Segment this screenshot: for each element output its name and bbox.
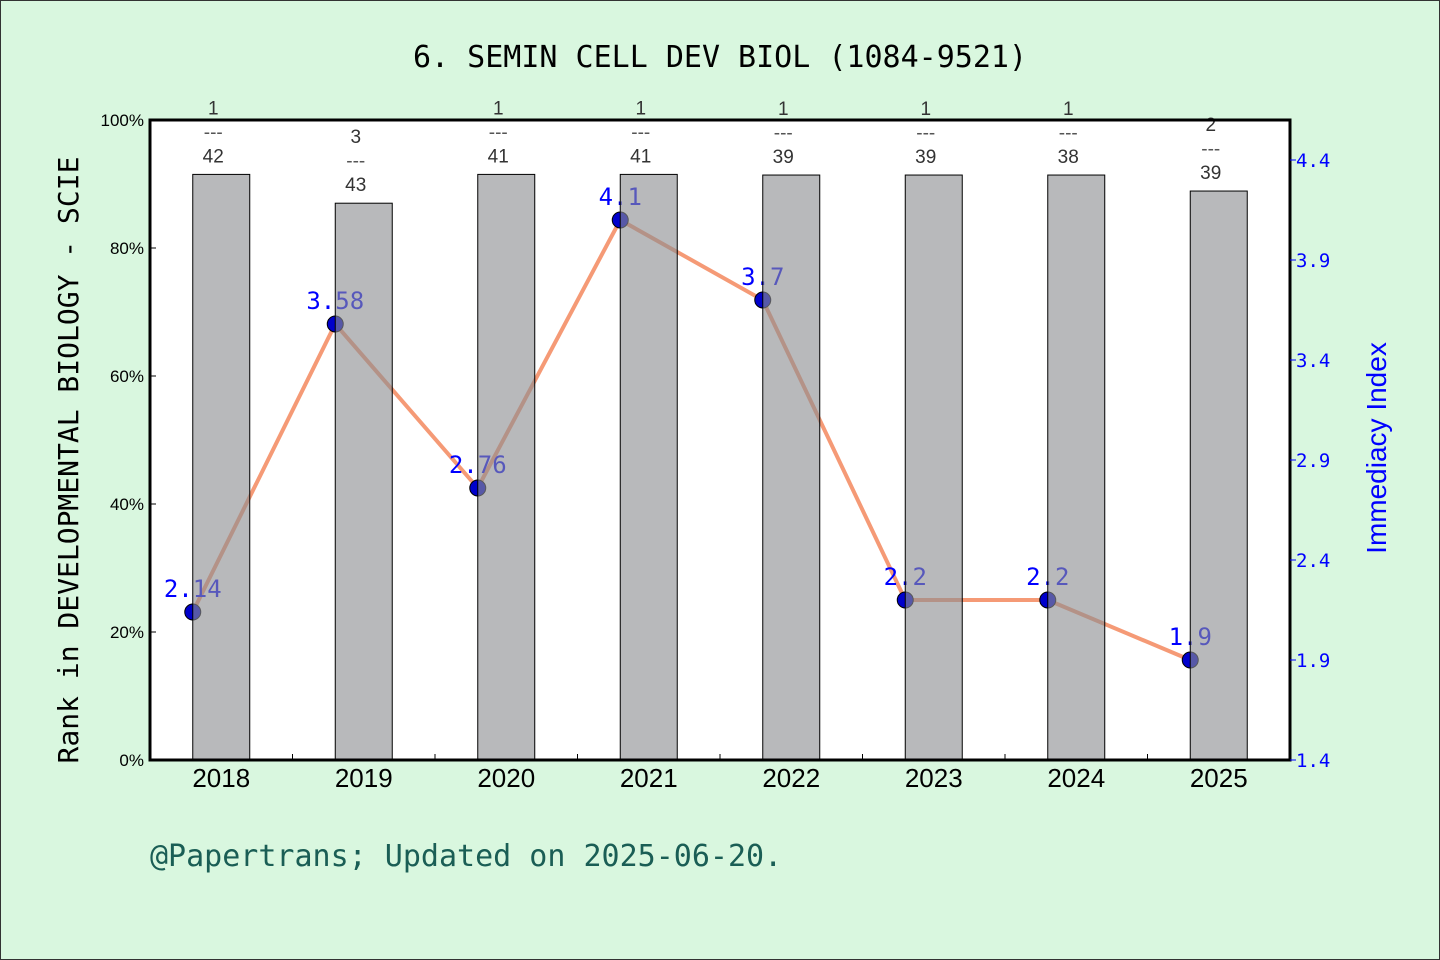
chart-title: 6. SEMIN CELL DEV BIOL (1084-9521) bbox=[413, 40, 1027, 75]
rank-separator: --- bbox=[346, 151, 365, 172]
y-right-tick-label: 1.4 bbox=[1296, 750, 1330, 772]
rank-separator: --- bbox=[631, 122, 650, 143]
x-tick-label: 2021 bbox=[620, 763, 678, 793]
plot-area bbox=[150, 120, 1290, 760]
x-tick-label: 2020 bbox=[477, 763, 535, 793]
x-tick-label: 2023 bbox=[905, 763, 963, 793]
rank-label: 1 bbox=[778, 99, 789, 120]
footer-credit: @Papertrans; Updated on 2025-06-20. bbox=[150, 839, 782, 874]
rank-separator: --- bbox=[1201, 139, 1220, 160]
y-left-tick-label: 20% bbox=[110, 623, 144, 642]
y-left-tick-label: 40% bbox=[110, 495, 144, 514]
rank-bar bbox=[192, 173, 251, 761]
rank-label: 3 bbox=[350, 127, 361, 148]
rank-label: 1 bbox=[635, 98, 646, 119]
rank-separator: --- bbox=[489, 122, 508, 143]
rank-separator: --- bbox=[774, 123, 793, 144]
y-left-tick-label: 0% bbox=[119, 751, 144, 770]
rank-bar bbox=[477, 173, 536, 761]
rank-separator: --- bbox=[204, 122, 223, 143]
y-right-tick-label: 1.9 bbox=[1296, 650, 1330, 672]
rank-separator: --- bbox=[916, 123, 935, 144]
total-label: 42 bbox=[203, 146, 224, 167]
total-label: 38 bbox=[1058, 147, 1079, 168]
y-left-tick-label: 100% bbox=[101, 111, 144, 130]
rank-label: 2 bbox=[1205, 115, 1216, 136]
x-tick-label: 2019 bbox=[335, 763, 393, 793]
y-right-tick-label: 3.9 bbox=[1296, 250, 1330, 272]
rank-separator: --- bbox=[1059, 123, 1078, 144]
total-label: 41 bbox=[630, 146, 651, 167]
total-label: 39 bbox=[915, 147, 936, 168]
y-right-tick-label: 2.9 bbox=[1296, 450, 1330, 472]
rank-bar bbox=[904, 174, 963, 761]
rank-bar bbox=[619, 173, 678, 761]
rank-bar bbox=[334, 202, 393, 761]
x-tick-label: 2024 bbox=[1047, 763, 1105, 793]
y-left-tick-label: 60% bbox=[110, 367, 144, 386]
y-axis-left-label: Rank in DEVELOPMENTAL BIOLOGY - SCIE bbox=[52, 157, 85, 764]
y-axis-right-label: Immediacy Index bbox=[1361, 342, 1392, 554]
rank-bar bbox=[762, 174, 821, 761]
rank-label: 1 bbox=[920, 99, 931, 120]
x-tick-label: 2022 bbox=[762, 763, 820, 793]
rank-bar bbox=[1189, 190, 1248, 761]
x-tick-label: 2018 bbox=[192, 763, 250, 793]
y-right-tick-label: 3.4 bbox=[1296, 350, 1330, 372]
y-left-tick-label: 80% bbox=[110, 239, 144, 258]
rank-label: 1 bbox=[493, 98, 504, 119]
y-right-tick-label: 4.4 bbox=[1296, 150, 1330, 172]
x-tick-label: 2025 bbox=[1190, 763, 1248, 793]
rank-label: 1 bbox=[208, 98, 219, 119]
rank-label: 1 bbox=[1063, 99, 1074, 120]
y-right-tick-label: 2.4 bbox=[1296, 550, 1330, 572]
total-label: 39 bbox=[1200, 163, 1221, 184]
rank-bar bbox=[1047, 174, 1106, 761]
total-label: 43 bbox=[345, 175, 366, 196]
total-label: 41 bbox=[488, 146, 509, 167]
total-label: 39 bbox=[773, 147, 794, 168]
